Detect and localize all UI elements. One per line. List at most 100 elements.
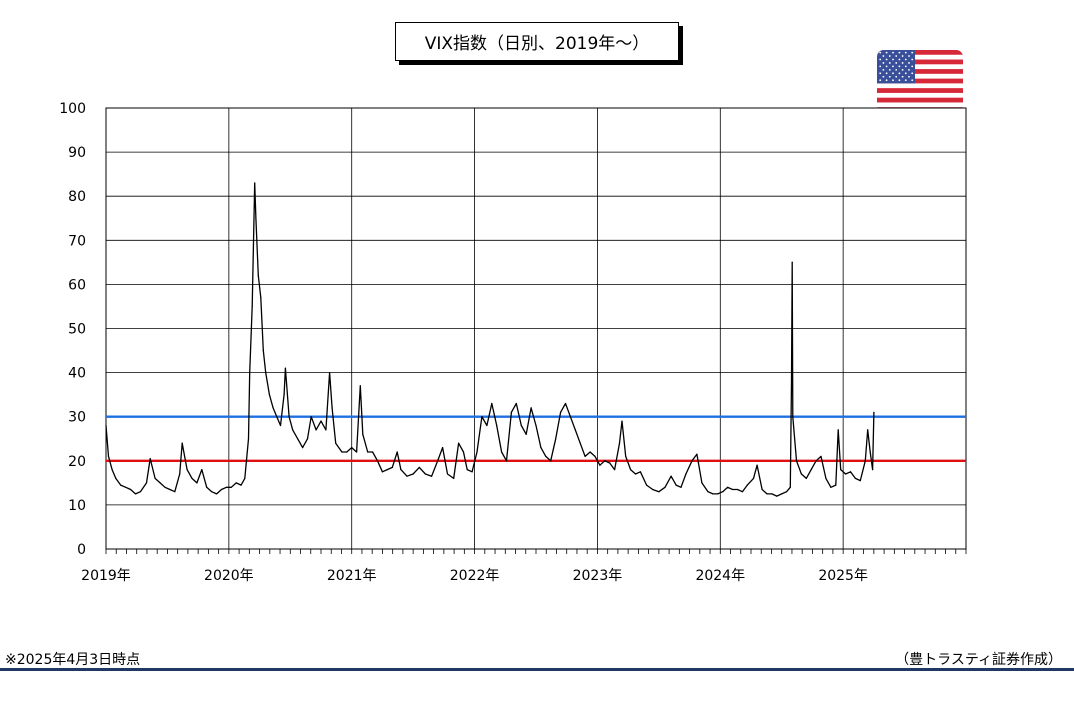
flag-star: [898, 79, 901, 82]
x-tick-label: 2023年: [573, 568, 623, 584]
flag-star: [879, 79, 882, 82]
vix-data-point: [249, 372, 251, 374]
vix-data-point: [864, 460, 866, 462]
flag-star: [904, 79, 907, 82]
vix-data-point: [191, 477, 193, 479]
vix-data-point: [341, 451, 343, 453]
vix-data-point: [790, 380, 793, 382]
vix-data-point: [685, 473, 687, 475]
vix-data-point: [501, 451, 503, 453]
x-tick-label: 2024年: [695, 568, 745, 584]
vix-data-point: [805, 477, 807, 479]
flag-star: [885, 79, 888, 82]
vix-data-point: [206, 486, 208, 488]
vix-data-point: [675, 484, 677, 486]
vix-data-point: [216, 493, 218, 495]
vix-data-point: [386, 469, 388, 471]
vix-data-point: [279, 424, 282, 427]
flag-star: [882, 68, 885, 71]
vix-data-point: [111, 469, 113, 471]
flag-star: [892, 65, 894, 68]
flag-stripe: [877, 88, 963, 94]
vix-data-point: [446, 473, 449, 475]
vix-data-point: [589, 451, 591, 453]
vix-data-point: [786, 491, 788, 493]
flag-stripe: [877, 92, 963, 98]
y-tick-label: 30: [68, 410, 86, 426]
x-tick-label: 2025年: [818, 568, 868, 584]
vix-data-point: [791, 261, 793, 263]
flag-star: [901, 55, 904, 57]
vix-data-point: [634, 473, 637, 475]
vix-data-point: [741, 491, 744, 493]
vix-data-point: [169, 488, 171, 491]
vix-data-point: [496, 424, 498, 427]
vix-data-point: [746, 484, 748, 486]
flag-star: [895, 68, 898, 71]
vix-data-point: [491, 402, 493, 405]
vix-data-point: [670, 475, 672, 477]
vix-data-point: [220, 488, 223, 491]
vix-data-point: [149, 458, 151, 460]
flag-star: [901, 62, 904, 64]
vix-data-point: [560, 411, 562, 413]
flag-star: [885, 51, 888, 54]
vix-data-point: [609, 462, 611, 464]
y-tick-label: 20: [68, 454, 86, 470]
vix-data-point: [652, 488, 654, 491]
vix-data-point: [599, 464, 601, 466]
x-tick-label: 2022年: [450, 568, 500, 584]
vix-data-point: [618, 442, 621, 444]
y-tick-label: 60: [68, 277, 86, 293]
vix-data-point: [712, 493, 714, 495]
vix-data-point: [872, 469, 874, 471]
flag-star: [908, 75, 910, 78]
vix-data-point: [756, 464, 758, 466]
vix-data-point: [466, 469, 468, 471]
vix-data-point: [159, 482, 161, 484]
vix-data-point: [540, 447, 542, 449]
vix-data-point: [727, 486, 729, 488]
vix-data-point: [453, 477, 455, 479]
credit: （豊トラスティ証券作成）: [895, 652, 1062, 668]
flag-stripe: [877, 73, 963, 79]
vix-data-point: [139, 491, 141, 493]
vix-data-point: [372, 451, 374, 453]
vix-data-point: [569, 416, 572, 418]
x-tick-label: 2020年: [204, 568, 254, 584]
vix-data-point: [164, 486, 166, 488]
vix-data-point: [107, 455, 110, 457]
vix-data-point: [476, 451, 478, 453]
vix-data-point: [115, 477, 117, 479]
vix-data-point: [722, 491, 724, 493]
vix-data-point: [781, 493, 783, 495]
bottom-rule: [0, 668, 1074, 671]
vix-data-point: [761, 488, 763, 491]
vix-data-point: [240, 484, 242, 486]
vix-data-point: [481, 416, 483, 418]
vix-data-point: [579, 442, 581, 444]
flag-stripe: [877, 54, 963, 60]
vix-data-point: [646, 484, 648, 486]
vix-data-point: [614, 469, 616, 471]
x-tick-label: 2019年: [81, 568, 131, 584]
vix-data-point: [584, 455, 586, 457]
vix-data-point: [331, 407, 333, 409]
vix-data-point: [752, 477, 755, 479]
vix-data-point: [854, 477, 857, 479]
vix-data-point: [268, 394, 270, 396]
vix-data-point: [251, 305, 253, 307]
flag-stripe: [877, 50, 963, 55]
vix-data-point: [664, 486, 666, 488]
flag-star: [882, 55, 885, 57]
flag-star: [904, 58, 907, 61]
y-tick-label: 40: [68, 366, 86, 382]
vix-data-point: [120, 484, 122, 486]
vix-data-point: [535, 424, 537, 427]
vix-data-point: [696, 453, 698, 455]
flag-star: [879, 72, 882, 75]
flag-star: [904, 65, 907, 68]
flag-star: [911, 65, 914, 68]
vix-data-point: [621, 420, 623, 422]
vix-data-point: [835, 484, 837, 486]
